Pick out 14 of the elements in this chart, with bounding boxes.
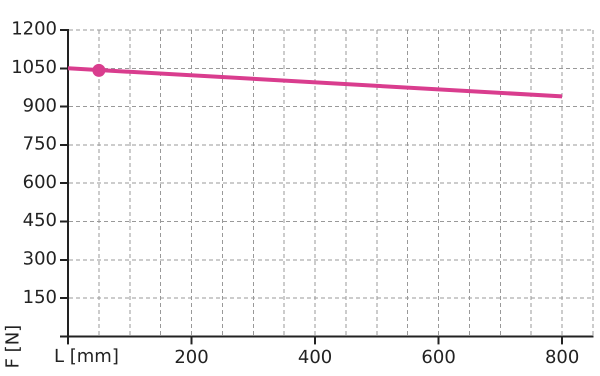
y-axis-title: F [N] [2, 324, 24, 368]
y-tick-label: 150 [22, 286, 57, 308]
x-tick-label: 200 [174, 346, 209, 368]
y-tick-label: 1050 [11, 56, 57, 78]
x-axis-title: L [mm] [54, 346, 119, 368]
x-tick-label: 800 [544, 346, 580, 368]
y-tick-label: 300 [22, 248, 57, 270]
y-tick-label: 1200 [11, 18, 57, 40]
y-tick-label: 450 [22, 210, 57, 232]
x-tick-label: 400 [298, 346, 332, 368]
y-tick-label: 900 [22, 95, 57, 116]
y-tick-label: 750 [22, 134, 57, 155]
x-tick-label: 600 [421, 346, 456, 368]
y-tick-label: 600 [22, 172, 57, 193]
